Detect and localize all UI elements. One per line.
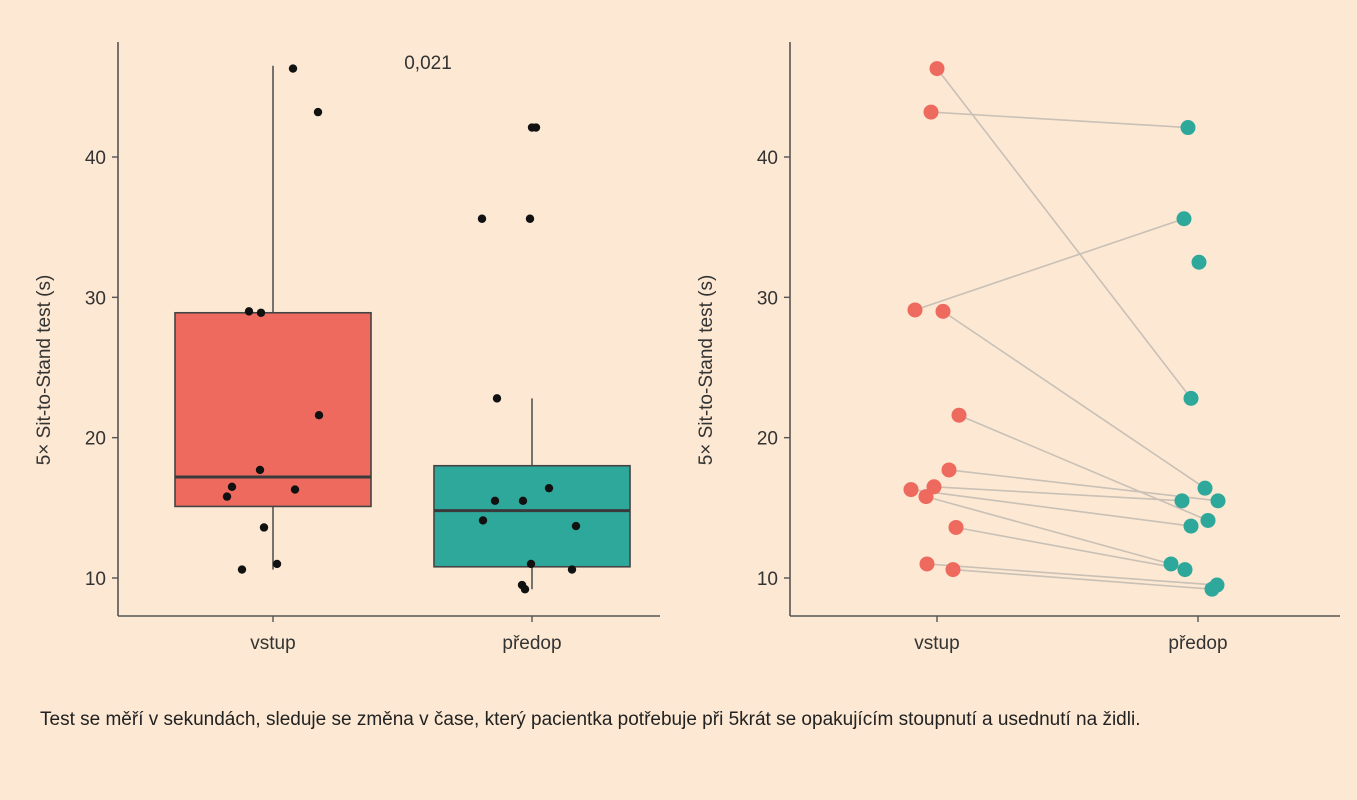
figure-caption: Test se měří v sekundách, sleduje se změ… [40,709,1141,730]
figure: 5× Sit-to-Stand test (s) 0,021 10 20 30 40 v… [34,42,1340,654]
pair-connector [914,217,1185,311]
data-point [518,496,528,506]
data-point [259,523,269,532]
data-point [490,496,500,506]
data-point [567,565,577,574]
pair-connector [952,568,1213,591]
left-y-axis-title: 5× Sit-to-Stand test (s) [34,275,55,466]
data-point [256,308,266,317]
data-point [237,565,247,574]
pair-connector [926,563,1218,586]
data-point [288,64,298,73]
boxplot-panel: 5× Sit-to-Stand test (s) 0,021 10 20 30 40 v… [34,42,660,654]
pair-connector [958,414,1209,522]
p-value-annotation: 0,021 [404,53,452,74]
left-x-tick-label: vstup [250,633,295,654]
right-y-tick-label: 30 [757,288,778,309]
data-point [527,123,537,132]
vstup-point [948,519,964,535]
right-y-axis-title: 5× Sit-to-Stand test (s) [696,275,717,466]
predop-point [1204,581,1220,597]
left-y-tick-label: 30 [85,288,106,309]
pair-connector [948,469,1219,502]
left-y-tick-label: 20 [85,429,106,450]
vstup-point [929,61,945,77]
data-point [492,394,502,403]
predop-point [1210,493,1226,509]
data-point [525,214,535,223]
left-y-tick-label: 40 [85,148,106,169]
box-predop [433,464,631,568]
vstup-point [951,407,967,423]
vstup-point [941,462,957,478]
predop-point [1191,254,1207,270]
vstup-point [945,562,961,578]
pair-connector [925,495,1172,565]
vstup-point [903,482,919,498]
right-y-tick-label: 20 [757,429,778,450]
data-point [313,107,323,117]
data-point [571,521,581,531]
pair-connector [942,310,1206,489]
data-point [520,585,530,594]
predop-point [1200,512,1216,528]
vstup-point [919,556,935,572]
data-point [290,485,300,494]
data-point [477,214,487,223]
pair-connector [936,68,1192,399]
predop-point [1180,120,1196,136]
predop-point [1163,556,1179,572]
box-vstup [174,311,372,508]
right-x-tick-label: vstup [914,633,959,654]
data-point [222,492,232,501]
predop-point [1197,480,1213,496]
data-point [227,482,237,491]
left-x-tick-label: předop [502,633,561,654]
paired-dot-panel: 5× Sit-to-Stand test (s) 10 20 30 40 vstup př… [696,42,1340,654]
vstup-point [923,104,939,120]
right-y-tick-label: 40 [757,148,778,169]
pair-connector [955,526,1186,571]
right-y-tick-label: 10 [757,569,778,590]
predop-point [1176,211,1192,227]
vstup-point [907,302,923,318]
predop-point [1174,493,1190,509]
predop-point [1183,390,1199,406]
data-point [244,307,254,316]
pair-connector [910,488,1192,527]
data-point [272,559,282,569]
data-point [255,465,265,475]
pair-connector [930,111,1189,129]
data-point [526,559,536,569]
vstup-point [935,303,951,319]
vstup-point [918,489,934,505]
pair-connector [933,485,1183,502]
left-y-tick-label: 10 [85,569,106,590]
data-point [544,483,554,493]
data-point [314,411,324,420]
right-x-tick-label: předop [1168,633,1227,654]
predop-point [1177,562,1193,578]
data-point [478,516,488,525]
predop-point [1183,518,1199,534]
